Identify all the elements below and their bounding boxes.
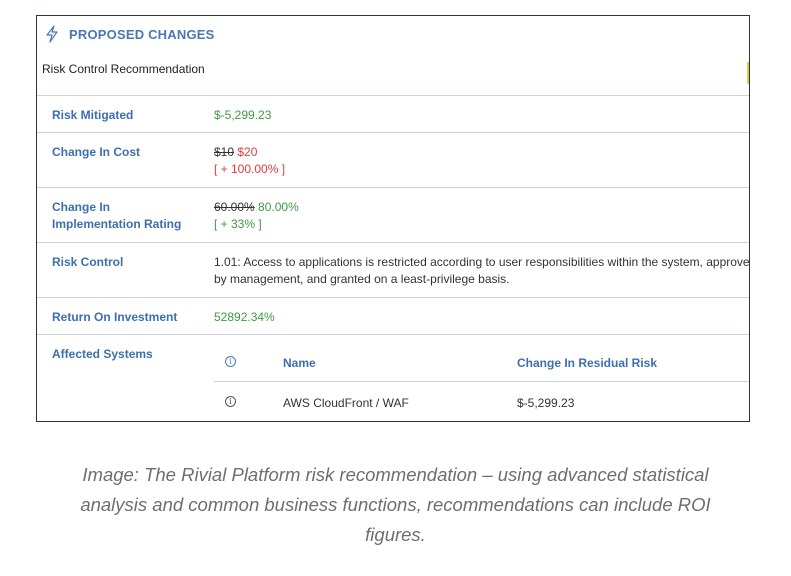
- risk-mitigated-label: Risk Mitigated: [52, 108, 134, 122]
- risk-control-label: Risk Control: [52, 255, 124, 269]
- caption-line2: analysis and common business functions, …: [80, 494, 711, 515]
- affected-systems-table: i Name Change In Residual Risk i AWS Clo…: [214, 344, 749, 421]
- cost-delta: [ + 100.00% ]: [214, 162, 286, 176]
- table-header: i Name Change In Residual Risk: [214, 344, 749, 382]
- old-impl-rating: 60.00%: [214, 200, 255, 214]
- table-row[interactable]: i AWS CloudFront / WAF $-5,299.23: [214, 382, 749, 421]
- row-return-on-investment: Return On Investment 52892.34%: [37, 297, 749, 334]
- impl-rating-label-line1: Change In: [52, 200, 111, 214]
- impl-rating-values: 60.00% 80.00%: [214, 199, 299, 216]
- row-risk-mitigated: Risk Mitigated $-5,299.23: [37, 95, 749, 132]
- change-in-cost-values: $10 $20: [214, 144, 257, 161]
- system-name: AWS CloudFront / WAF: [283, 396, 409, 410]
- image-caption: Image: The Rivial Platform risk recommen…: [0, 460, 791, 550]
- change-in-cost-label: Change In Cost: [52, 145, 141, 159]
- impl-rating-label-line2: Implementation Rating: [52, 217, 182, 231]
- column-name-header[interactable]: Name: [283, 356, 316, 370]
- proposed-changes-card: PROPOSED CHANGES Risk Control Recommenda…: [36, 15, 750, 422]
- affected-systems-label: Affected Systems: [52, 347, 153, 361]
- scroll-indicator: [747, 62, 749, 84]
- column-change-header[interactable]: Change In Residual Risk: [517, 356, 658, 370]
- info-icon[interactable]: i: [225, 356, 236, 367]
- row-change-in-implementation-rating: Change In Implementation Rating 60.00% 8…: [37, 187, 749, 242]
- caption-line1: Image: The Rivial Platform risk recommen…: [82, 464, 709, 485]
- card-header: PROPOSED CHANGES: [45, 22, 215, 46]
- card-title: PROPOSED CHANGES: [69, 26, 215, 42]
- card-subtitle: Risk Control Recommendation: [42, 62, 205, 76]
- roi-label: Return On Investment: [52, 310, 178, 324]
- system-residual-risk-change: $-5,299.23: [517, 396, 575, 410]
- risk-control-text-line1: 1.01: Access to applications is restrict…: [214, 255, 750, 269]
- lightning-bolt-icon: [46, 25, 58, 43]
- row-risk-control: Risk Control 1.01: Access to application…: [37, 242, 750, 297]
- caption-line3: figures.: [365, 524, 426, 545]
- old-cost: $10: [214, 145, 235, 159]
- row-affected-systems: Affected Systems i Name Change In Residu…: [37, 334, 749, 421]
- new-impl-rating: 80.00%: [258, 200, 299, 214]
- roi-value: 52892.34%: [214, 310, 275, 324]
- info-icon[interactable]: i: [225, 396, 236, 407]
- risk-mitigated-value: $-5,299.23: [214, 108, 272, 122]
- row-change-in-cost: Change In Cost $10 $20 [ + 100.00% ]: [37, 132, 749, 187]
- risk-control-text-line2: by management, and granted on a least-pr…: [214, 272, 510, 286]
- impl-rating-delta: [ + 33% ]: [214, 217, 262, 231]
- new-cost: $20: [237, 145, 258, 159]
